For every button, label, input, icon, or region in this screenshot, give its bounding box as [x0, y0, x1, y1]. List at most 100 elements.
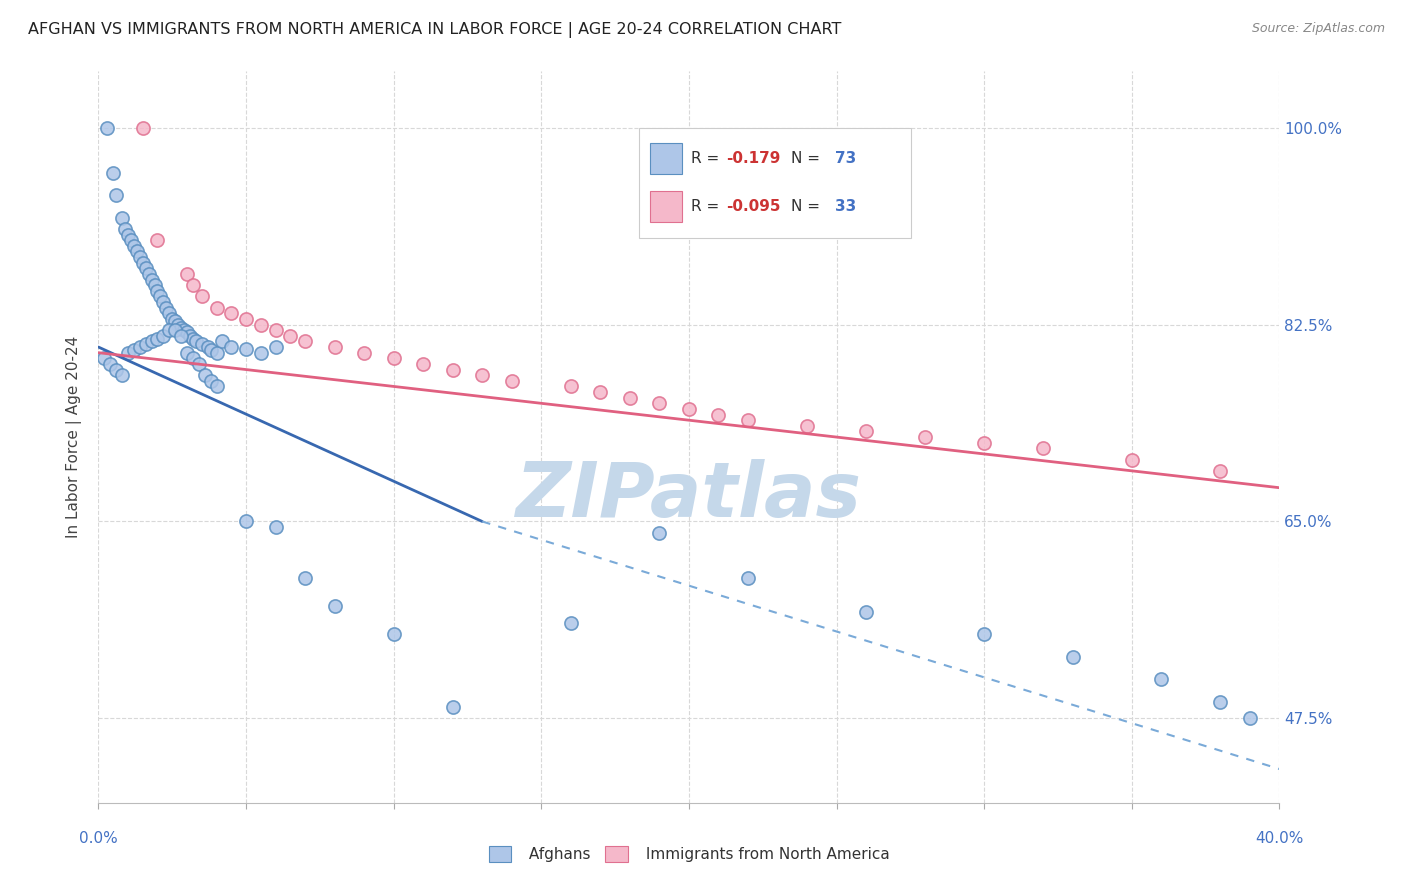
Point [132, 255, 155, 269]
Point [1062, 649, 1084, 664]
Point [146, 284, 169, 298]
Point [353, 345, 375, 359]
Point [855, 425, 877, 439]
Point [1209, 464, 1232, 478]
Point [264, 340, 287, 354]
Point [648, 525, 671, 540]
Point [221, 340, 243, 354]
Legend:  Afghans,  Immigrants from North America: Afghans, Immigrants from North America [482, 840, 896, 868]
Point [93, 351, 115, 366]
Point [205, 379, 228, 393]
Point [191, 336, 214, 351]
Point [135, 336, 157, 351]
Point [589, 385, 612, 400]
Point [152, 328, 174, 343]
Point [181, 351, 204, 366]
Point [294, 334, 316, 349]
Point [294, 571, 316, 585]
Point [280, 328, 302, 343]
Point [103, 166, 125, 180]
Point [914, 430, 936, 444]
Text: -0.179: -0.179 [725, 151, 780, 166]
Point [264, 323, 287, 337]
Point [737, 413, 759, 427]
Point [250, 345, 273, 359]
Point [117, 227, 139, 242]
Point [1239, 711, 1261, 725]
Text: 73: 73 [835, 151, 856, 166]
Point [191, 289, 214, 303]
Point [205, 345, 228, 359]
Point [122, 343, 145, 358]
Point [146, 233, 169, 247]
Point [176, 326, 198, 340]
Text: N =: N = [792, 199, 825, 214]
Point [200, 343, 222, 358]
Point [235, 343, 257, 357]
Point [149, 289, 172, 303]
Point [111, 368, 134, 383]
Point [111, 211, 134, 225]
Y-axis label: In Labor Force | Age 20-24: In Labor Force | Age 20-24 [66, 336, 83, 538]
Point [176, 345, 198, 359]
Point [143, 278, 166, 293]
Text: 40.0%: 40.0% [1256, 831, 1303, 846]
Point [117, 345, 139, 359]
Point [678, 401, 700, 416]
Point [560, 379, 582, 393]
Point [179, 328, 201, 343]
Point [173, 323, 195, 337]
Point [382, 351, 405, 366]
Point [181, 332, 204, 346]
Point [441, 700, 464, 714]
Point [200, 374, 222, 388]
Point [187, 357, 209, 371]
Point [501, 374, 523, 388]
Point [165, 314, 187, 328]
Point [194, 368, 217, 383]
Point [132, 120, 155, 135]
Point [138, 267, 160, 281]
Text: 0.0%: 0.0% [79, 831, 118, 846]
Point [146, 332, 169, 346]
Point [157, 323, 180, 337]
Point [165, 323, 187, 337]
Point [973, 627, 995, 641]
Point [205, 301, 228, 315]
Point [648, 396, 671, 410]
Point [152, 295, 174, 310]
Point [197, 340, 219, 354]
Point [162, 312, 183, 326]
Point [250, 318, 273, 332]
Point [176, 267, 198, 281]
Point [855, 605, 877, 619]
Point [441, 362, 464, 376]
Point [125, 244, 148, 259]
Text: -0.095: -0.095 [725, 199, 780, 214]
Text: Source: ZipAtlas.com: Source: ZipAtlas.com [1251, 22, 1385, 36]
Point [170, 328, 193, 343]
Point [619, 391, 641, 405]
Point [973, 435, 995, 450]
Point [796, 418, 818, 433]
Point [264, 520, 287, 534]
Point [170, 321, 193, 335]
Point [235, 312, 257, 326]
Point [128, 250, 150, 264]
Point [98, 357, 121, 371]
Point [157, 306, 180, 320]
Point [120, 233, 142, 247]
Point [707, 408, 730, 422]
Point [105, 362, 128, 376]
Point [471, 368, 494, 383]
Text: R =: R = [690, 199, 728, 214]
Point [122, 239, 145, 253]
Point [114, 222, 136, 236]
Point [221, 306, 243, 320]
Point [105, 188, 128, 202]
Point [382, 627, 405, 641]
Point [1121, 452, 1143, 467]
Point [412, 357, 434, 371]
Point [141, 334, 163, 349]
Point [135, 261, 157, 276]
